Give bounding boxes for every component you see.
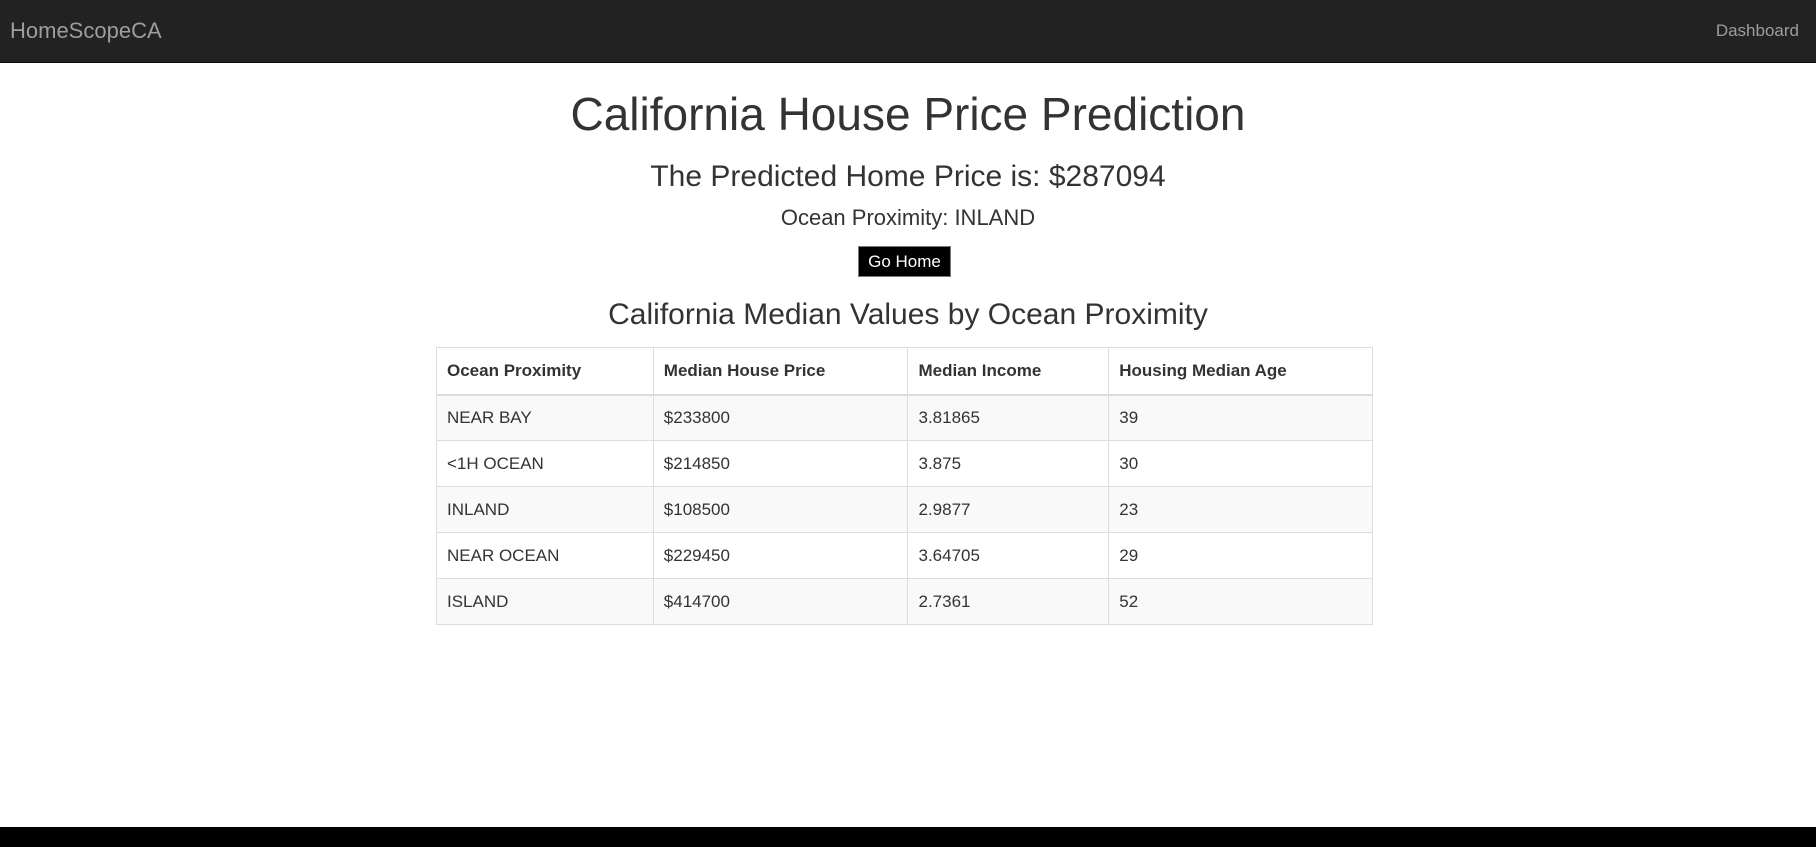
cell-median-income: 3.81865 [907,394,1110,441]
cell-ocean-proximity: <1H OCEAN [436,440,654,487]
header-ocean-proximity: Ocean Proximity [436,347,654,396]
dashboard-link[interactable]: Dashboard [1715,21,1799,40]
cell-housing-median-age: 23 [1108,486,1373,533]
header-housing-median-age: Housing Median Age [1108,347,1373,396]
table-header-row: Ocean Proximity Median House Price Media… [436,347,1373,396]
header-median-house-price: Median House Price [652,347,909,396]
cell-housing-median-age: 39 [1108,394,1373,441]
cell-median-house-price: $414700 [652,578,909,625]
cell-ocean-proximity: NEAR BAY [436,394,654,441]
header-median-income: Median Income [907,347,1110,396]
table-row: INLAND $108500 2.9877 23 [436,486,1373,533]
cell-median-income: 3.64705 [907,532,1110,579]
table-row: NEAR OCEAN $229450 3.64705 29 [436,532,1373,579]
cell-housing-median-age: 30 [1108,440,1373,487]
predicted-price-text: The Predicted Home Price is: $287094 [650,160,1166,193]
cell-ocean-proximity: ISLAND [436,578,654,625]
footer-bar [0,827,1816,847]
brand-link[interactable]: HomeScopeCA [10,18,162,43]
cell-median-income: 3.875 [907,440,1110,487]
cell-median-house-price: $214850 [652,440,909,487]
table-row: <1H OCEAN $214850 3.875 30 [436,440,1373,487]
section-title: California Median Values by Ocean Proxim… [608,298,1208,331]
cell-median-income: 2.9877 [907,486,1110,533]
cell-ocean-proximity: NEAR OCEAN [436,532,654,579]
top-navbar: HomeScopeCA Dashboard [0,0,1816,63]
cell-median-income: 2.7361 [907,578,1110,625]
table-row: ISLAND $414700 2.7361 52 [436,578,1373,625]
page-title: California House Price Prediction [570,88,1246,140]
cell-housing-median-age: 29 [1108,532,1373,579]
cell-housing-median-age: 52 [1108,578,1373,625]
median-values-table: Ocean Proximity Median House Price Media… [436,347,1373,625]
ocean-proximity-text: Ocean Proximity: INLAND [780,205,1036,230]
cell-median-house-price: $229450 [652,532,909,579]
cell-ocean-proximity: INLAND [436,486,654,533]
table-row: NEAR BAY $233800 3.81865 39 [436,394,1373,441]
go-home-button[interactable]: Go Home [858,246,951,277]
cell-median-house-price: $233800 [652,394,909,441]
cell-median-house-price: $108500 [652,486,909,533]
